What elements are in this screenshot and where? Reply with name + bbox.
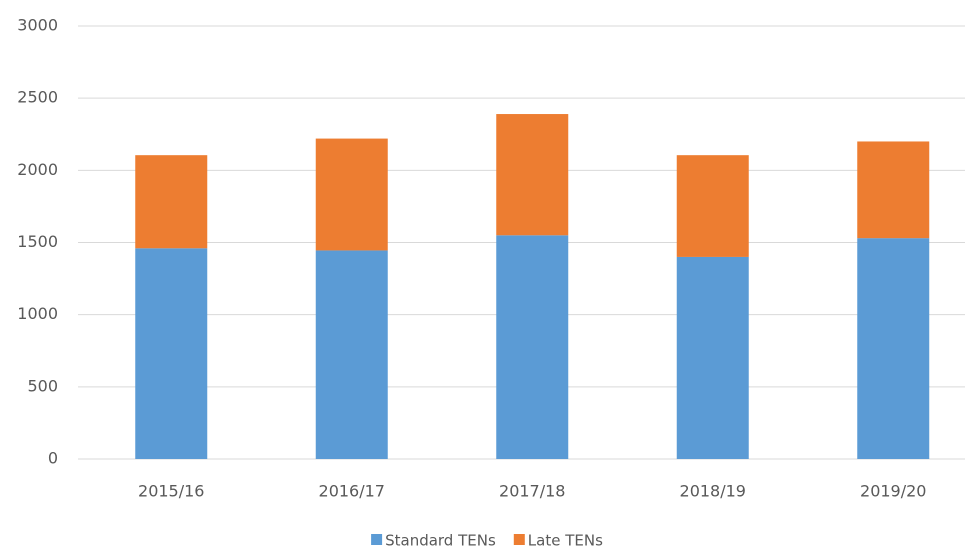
x-tick-label: 2016/17: [319, 482, 385, 501]
bar-segment: [496, 235, 569, 459]
bar-segment: [135, 248, 208, 459]
bar-segment: [676, 256, 749, 459]
bar-segment: [857, 238, 930, 459]
y-tick-label: 2000: [17, 160, 58, 179]
x-tick-label: 2017/18: [499, 482, 565, 501]
x-tick-label: 2019/20: [860, 482, 926, 501]
y-tick-label: 0: [48, 449, 58, 468]
legend-label: Standard TENs: [385, 532, 496, 550]
y-tick-label: 2500: [17, 88, 58, 107]
y-tick-label: 1500: [17, 232, 58, 251]
y-tick-label: 500: [27, 376, 58, 395]
bar-segment: [857, 141, 930, 239]
legend-label: Late TENs: [528, 532, 603, 550]
x-tick-label: 2015/16: [138, 482, 204, 501]
y-tick-label: 1000: [17, 304, 58, 323]
legend-swatch: [513, 534, 525, 545]
bar-segment: [315, 138, 388, 251]
bar-segment: [496, 114, 569, 236]
bar-segment: [315, 250, 388, 459]
y-tick-label: 3000: [17, 16, 58, 35]
legend-swatch: [371, 534, 383, 545]
bar-segment: [676, 155, 749, 257]
x-tick-label: 2018/19: [680, 482, 746, 501]
bar-segment: [135, 155, 208, 249]
